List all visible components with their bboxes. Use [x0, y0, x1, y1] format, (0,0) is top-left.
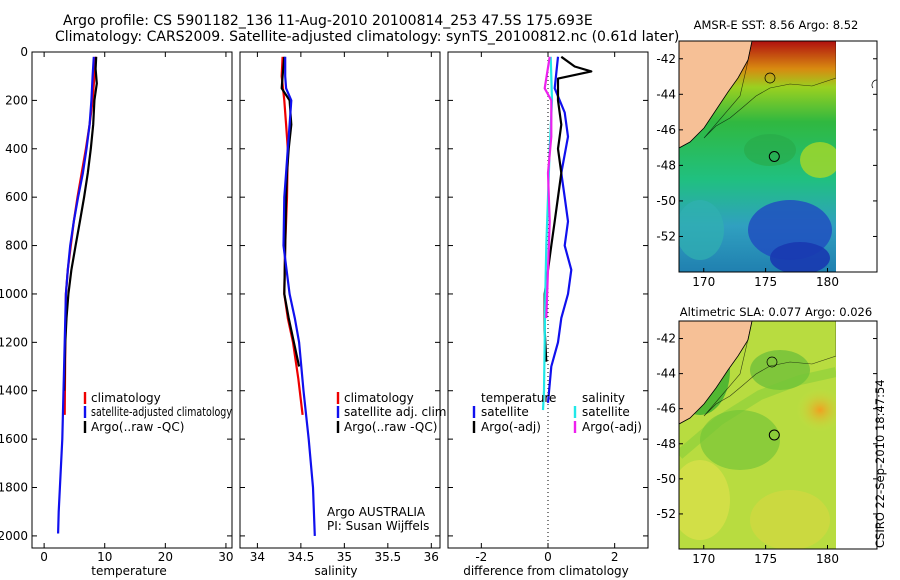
y-tick-label: 600 [5, 190, 28, 204]
salinity-ticks: 34 34.5 35 35.5 36 [240, 51, 440, 564]
x-tick-label: 2 [611, 550, 619, 564]
salinity-lines [280, 56, 316, 536]
argo-position-marker [768, 429, 780, 441]
argo-credit-line1: Argo AUSTRALIA [327, 505, 426, 519]
sla-map-ticks: 170 175 180 -42 -44 -46 -48 -50 -52 [656, 332, 877, 566]
series-line-salinity-argo-adj- [543, 56, 553, 319]
sst-map-image [679, 41, 877, 272]
legend-heading-temperature: temperature [481, 391, 556, 405]
legend-label-sal-satellite: satellite [582, 405, 630, 419]
legend-label-climatology: climatology [91, 391, 161, 405]
y-tick-label: 2000 [0, 529, 28, 543]
salinity-panel: 34 34.5 35 35.5 36 salinity climatology sate… [239, 51, 450, 578]
sst-map-frame [678, 40, 878, 273]
map-y-tick-label: -48 [656, 437, 676, 451]
x-tick-label: 10 [97, 550, 112, 564]
map-y-tick-label: -52 [656, 229, 676, 243]
y-tick-label: 800 [5, 239, 28, 253]
temperature-panel: 0 10 20 30 0 200 400 600 800 1000 1200 1400 1600 1800… [0, 45, 234, 578]
map-y-tick-label: -42 [656, 52, 676, 66]
salinity-axes-box [239, 51, 441, 549]
x-tick-label: 30 [218, 550, 233, 564]
map-x-tick-label: 180 [816, 552, 839, 566]
series-line-satellite-adj-clim- [282, 56, 316, 536]
x-tick-label: 35 [337, 550, 352, 564]
sst-map-panel: AMSR-E SST: 8.56 Argo: 8.52 170 175 180 -42… [656, 18, 878, 289]
map-x-tick-label: 170 [692, 275, 715, 289]
y-tick-label: 0 [20, 45, 28, 59]
temperature-x-label: temperature [91, 564, 166, 578]
x-tick-label: 0 [40, 550, 48, 564]
map-y-tick-label: -44 [656, 87, 676, 101]
legend-label-satellite: satellite-adjusted climatology [91, 405, 232, 419]
x-tick-label: 0 [544, 550, 552, 564]
sst-map-title: AMSR-E SST: 8.56 Argo: 8.52 [694, 18, 859, 32]
sla-map-panel: Altimetric SLA: 0.077 Argo: 0.026 170 175… [656, 305, 878, 566]
salinity-legend: climatology satellite adj. clim. Argo(..… [336, 391, 450, 434]
difference-legend: temperature satellite Argo(-adj) salinit… [472, 391, 642, 434]
map-x-tick-label: 170 [692, 552, 715, 566]
y-tick-label: 200 [5, 93, 28, 107]
difference-x-label: difference from climatology [463, 564, 629, 578]
series-line-satellite-adjusted-climatology [57, 56, 95, 534]
map-x-tick-label: 175 [754, 552, 777, 566]
difference-ticks: -2 0 2 [448, 51, 648, 564]
temperature-axes-box [31, 51, 233, 549]
legend-label-sal-argo: Argo(-adj) [582, 420, 642, 434]
x-tick-label: 36 [424, 550, 439, 564]
y-tick-label: 1600 [0, 432, 28, 446]
y-tick-label: 1400 [0, 384, 28, 398]
legend-label-argo: Argo(..raw -QC) [344, 420, 437, 434]
legend-label-argo: Argo(..raw -QC) [91, 420, 184, 434]
y-tick-label: 1200 [0, 335, 28, 349]
map-y-tick-label: -52 [656, 507, 676, 521]
legend-heading-salinity: salinity [582, 391, 625, 405]
map-y-tick-label: -44 [656, 367, 676, 381]
sla-map-title: Altimetric SLA: 0.077 Argo: 0.026 [680, 305, 872, 319]
legend-label-temp-satellite: satellite [481, 405, 529, 419]
sla-map-image [679, 321, 877, 549]
x-tick-label: 20 [158, 550, 173, 564]
map-y-tick-label: -46 [656, 123, 676, 137]
x-tick-label: 35.5 [374, 550, 401, 564]
y-tick-label: 1800 [0, 481, 28, 495]
x-tick-label: 34.5 [288, 550, 315, 564]
temperature-legend: climatology satellite-adjusted climatolo… [83, 391, 232, 434]
map-y-tick-label: -46 [656, 402, 676, 416]
map-y-tick-label: -50 [656, 472, 676, 486]
timestamp-stamp: CSIRO 22-Sep-2010 18:47:54 [873, 379, 887, 548]
series-line-argo-raw-qc- [63, 56, 98, 391]
legend-label-temp-argo: Argo(-adj) [481, 420, 541, 434]
temperature-ticks: 0 10 20 30 0 200 400 600 800 1000 1200 1400 1600 1800… [0, 45, 234, 564]
y-tick-label: 1000 [0, 287, 28, 301]
legend-label-satellite: satellite adj. clim. [344, 405, 450, 419]
map-y-tick-label: -48 [656, 158, 676, 172]
salinity-x-label: salinity [314, 564, 357, 578]
figure-title-line2: Climatology: CARS2009. Satellite-adjuste… [55, 29, 680, 45]
figure-title-line1: Argo profile: CS 5901182_136 11-Aug-2010… [63, 13, 593, 29]
map-y-tick-label: -42 [656, 332, 676, 346]
argo-position-marker [768, 151, 780, 162]
sla-map-frame [678, 320, 878, 550]
x-tick-label: 34 [250, 550, 265, 564]
difference-panel: -2 0 2 difference from climatology tempera… [447, 51, 649, 578]
map-y-tick-label: -50 [656, 194, 676, 208]
legend-label-climatology: climatology [344, 391, 414, 405]
x-tick-label: -2 [475, 550, 487, 564]
sst-map-ticks: 170 175 180 -42 -44 -46 -48 -50 -52 [656, 52, 877, 289]
difference-lines [541, 55, 593, 411]
argo-credit-line2: PI: Susan Wijffels [327, 519, 429, 533]
map-x-tick-label: 175 [754, 275, 777, 289]
map-x-tick-label: 180 [816, 275, 839, 289]
series-line-temperature-satellite [546, 56, 573, 403]
y-tick-label: 400 [5, 142, 28, 156]
temperature-lines [57, 56, 98, 534]
